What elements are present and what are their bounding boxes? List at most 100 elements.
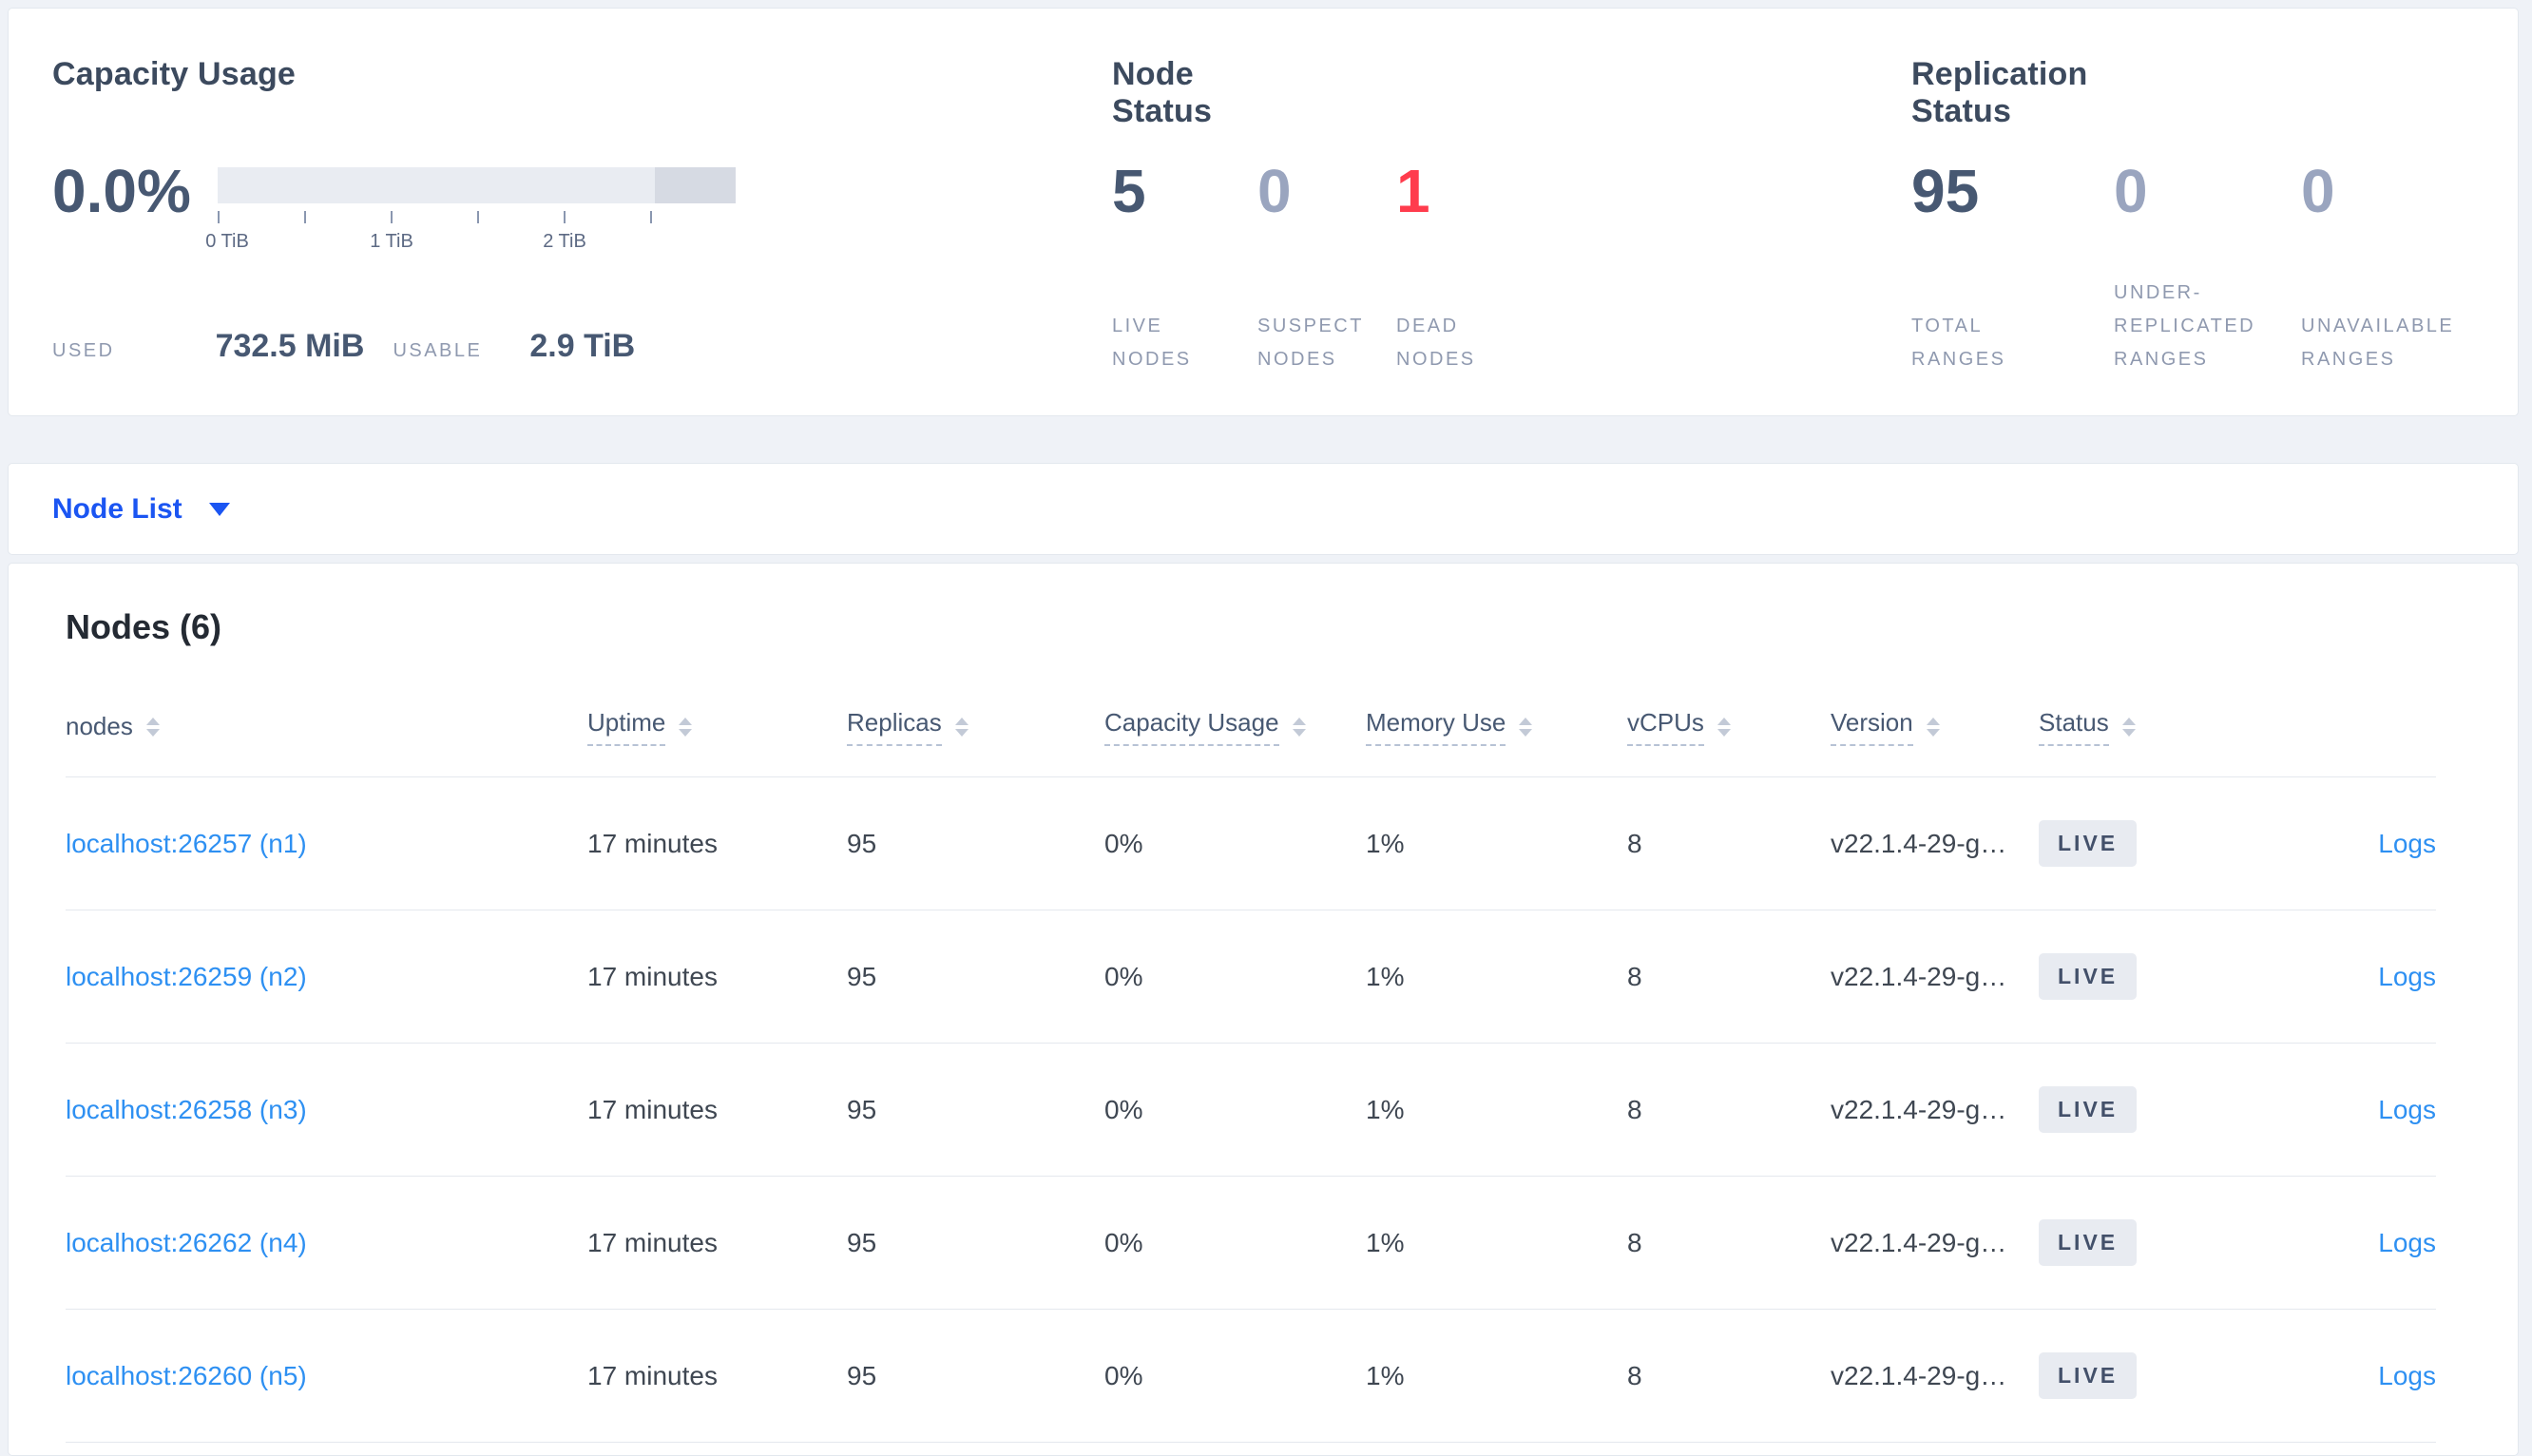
table-row: localhost:26260 (n5) 17 minutes 95 0% 1%… (66, 1310, 2436, 1443)
sort-icon[interactable] (954, 717, 969, 737)
capacity-usage-cell: 0% (1104, 828, 1143, 858)
nodes-table-title: Nodes (6) (66, 607, 222, 646)
node-list-dropdown-label: Node List (52, 492, 182, 525)
capacity-usage-cell: 0% (1104, 1094, 1143, 1124)
node-address-link[interactable]: localhost:26257 (n1) (66, 828, 307, 858)
version-cell: v22.1.4-29-g… (1831, 1227, 2007, 1257)
replication-status-labels: TOTAL RANGES UNDER- REPLICATED RANGES UNAV… (1911, 251, 2471, 376)
column-header-label: Status (2039, 708, 2109, 746)
column-header-label: Uptime (587, 708, 666, 746)
sort-icon[interactable] (1292, 717, 1306, 737)
column-header-capacity-usage[interactable]: Capacity Usage (1104, 708, 1366, 746)
table-row: localhost:26259 (n2) 17 minutes 95 0% 1%… (66, 910, 2436, 1044)
vcpus-cell: 8 (1627, 828, 1642, 858)
column-header-replicas[interactable]: Replicas (847, 708, 1104, 746)
stat-label-suspect: SUSPECT NODES (1257, 316, 1364, 370)
chevron-down-icon (208, 502, 230, 516)
column-header-nodes[interactable]: nodes (66, 712, 587, 741)
sort-icon[interactable] (1519, 717, 1533, 737)
node-status-labels: LIVE NODES SUSPECT NODES DEAD NODES (1112, 251, 1493, 376)
sort-icon[interactable] (145, 717, 160, 737)
capacity-usage-title: Capacity Usage (52, 56, 297, 92)
capacity-bar-reserved-segment (655, 167, 736, 203)
vcpus-cell: 8 (1627, 961, 1642, 991)
logs-link[interactable]: Logs (2378, 1360, 2436, 1390)
stat-value-live: 5 (1112, 157, 1146, 225)
sort-icon[interactable] (1717, 717, 1731, 737)
version-cell: v22.1.4-29-g… (1831, 961, 2007, 991)
replicas-cell: 95 (847, 1360, 877, 1390)
nodes-table-card: Nodes (6) nodes Uptime Replicas Capacity Us… (8, 563, 2519, 1456)
used-label: USED (52, 340, 115, 361)
node-address-link[interactable]: localhost:26258 (n3) (66, 1094, 307, 1124)
status-badge: LIVE (2039, 1086, 2138, 1133)
logs-link[interactable]: Logs (2378, 1094, 2436, 1124)
uptime-cell: 17 minutes (587, 961, 718, 991)
capacity-usage-section: Capacity Usage 0.0% 0 TiB 1 TiB 2 TiB US… (52, 9, 1003, 415)
status-badge: LIVE (2039, 1352, 2138, 1399)
replicas-cell: 95 (847, 961, 877, 991)
column-header-label: vCPUs (1627, 708, 1704, 746)
column-header-version[interactable]: Version (1831, 708, 2039, 746)
stat-value-suspect: 0 (1257, 157, 1292, 225)
column-header-label: Capacity Usage (1104, 708, 1279, 746)
replicas-cell: 95 (847, 1227, 877, 1257)
table-row: localhost:26258 (n3) 17 minutes 95 0% 1%… (66, 1044, 2436, 1177)
sort-icon[interactable] (1926, 717, 1940, 737)
column-header-memory-use[interactable]: Memory Use (1366, 708, 1627, 746)
logs-link[interactable]: Logs (2378, 828, 2436, 858)
status-badge: LIVE (2039, 820, 2138, 867)
table-row: localhost:26257 (n1) 17 minutes 95 0% 1%… (66, 777, 2436, 910)
stat-value-dead: 1 (1396, 157, 1430, 225)
nodes-table-body: localhost:26257 (n1) 17 minutes 95 0% 1%… (66, 777, 2436, 1443)
stat-value-unavailable: 0 (2301, 157, 2335, 225)
vcpus-cell: 8 (1627, 1227, 1642, 1257)
uptime-cell: 17 minutes (587, 828, 718, 858)
column-header-vcpus[interactable]: vCPUs (1627, 708, 1831, 746)
column-header-label: nodes (66, 712, 133, 740)
memory-use-cell: 1% (1366, 828, 1405, 858)
usable-value: 2.9 TiB (529, 328, 636, 364)
node-address-link[interactable]: localhost:26262 (n4) (66, 1227, 307, 1257)
node-address-link[interactable]: localhost:26260 (n5) (66, 1360, 307, 1390)
tick-label-2: 2 TiB (543, 231, 586, 252)
capacity-usage-bar (218, 167, 736, 203)
replicas-cell: 95 (847, 1094, 877, 1124)
stat-value-under: 0 (2114, 157, 2148, 225)
replication-status-title: Replication Status (1911, 56, 2088, 129)
stat-value-total: 95 (1911, 157, 1980, 225)
sort-icon[interactable] (679, 717, 693, 737)
stat-label-live: LIVE NODES (1112, 316, 1192, 370)
table-row: localhost:26262 (n4) 17 minutes 95 0% 1%… (66, 1177, 2436, 1310)
cluster-summary-panel: Capacity Usage 0.0% 0 TiB 1 TiB 2 TiB US… (8, 8, 2519, 416)
capacity-bar-tick-labels: 0 TiB 1 TiB 2 TiB (205, 231, 736, 258)
memory-use-cell: 1% (1366, 961, 1405, 991)
version-cell: v22.1.4-29-g… (1831, 1094, 2007, 1124)
replication-status-values: 95 0 0 (1911, 159, 2335, 223)
capacity-bar-ticks (218, 211, 736, 224)
capacity-usage-cell: 0% (1104, 1360, 1143, 1390)
version-cell: v22.1.4-29-g… (1831, 1360, 2007, 1390)
stat-label-under: UNDER- REPLICATED RANGES (2114, 282, 2256, 370)
memory-use-cell: 1% (1366, 1094, 1405, 1124)
uptime-cell: 17 minutes (587, 1227, 718, 1257)
capacity-used-percent: 0.0% (52, 157, 191, 225)
version-cell: v22.1.4-29-g… (1831, 828, 2007, 858)
memory-use-cell: 1% (1366, 1360, 1405, 1390)
logs-link[interactable]: Logs (2378, 961, 2436, 991)
node-list-dropdown[interactable]: Node List (8, 463, 2519, 555)
capacity-usage-cell: 0% (1104, 961, 1143, 991)
node-status-values: 5 0 1 (1112, 159, 1430, 223)
vcpus-cell: 8 (1627, 1360, 1642, 1390)
status-badge: LIVE (2039, 953, 2138, 1000)
column-header-label: Replicas (847, 708, 942, 746)
capacity-usage-cell: 0% (1104, 1227, 1143, 1257)
sort-icon[interactable] (2121, 717, 2136, 737)
column-header-status[interactable]: Status (2039, 708, 2229, 746)
memory-use-cell: 1% (1366, 1227, 1405, 1257)
node-address-link[interactable]: localhost:26259 (n2) (66, 961, 307, 991)
stat-label-total: TOTAL RANGES (1911, 316, 2006, 370)
uptime-cell: 17 minutes (587, 1360, 718, 1390)
logs-link[interactable]: Logs (2378, 1227, 2436, 1257)
column-header-uptime[interactable]: Uptime (587, 708, 847, 746)
